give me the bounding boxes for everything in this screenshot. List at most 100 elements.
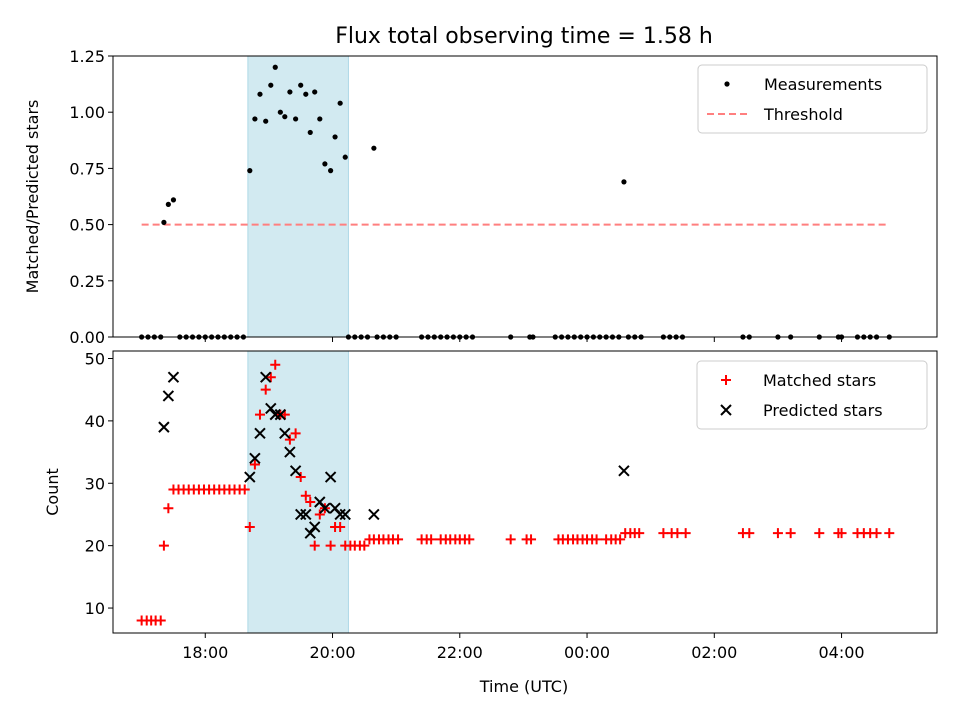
data-point (170, 197, 177, 203)
y-axis-label: Count (43, 468, 62, 516)
data-point (307, 129, 313, 136)
y-tick-label: 1.25 (69, 47, 105, 66)
data-point (265, 402, 277, 415)
data-point (265, 372, 276, 383)
data-point (305, 496, 316, 507)
data-point (158, 540, 169, 551)
data-point (295, 472, 306, 483)
legend-label: Matched stars (763, 371, 876, 390)
data-point (836, 528, 847, 539)
series-measurements (139, 64, 892, 340)
data-point (334, 508, 346, 521)
data-point (294, 508, 307, 521)
y-tick-label: 0.75 (69, 159, 105, 178)
x-tick-label: 04:00 (819, 643, 865, 662)
data-point (680, 528, 691, 539)
data-point (308, 521, 321, 533)
series-predicted-stars (158, 371, 630, 539)
data-point (260, 384, 271, 395)
data-point (167, 371, 180, 383)
data-point (293, 116, 299, 122)
data-point (337, 100, 343, 106)
y-tick-label: 10 (85, 599, 105, 618)
series-matched-stars (136, 359, 895, 626)
count-panel: 10 20 30 40 50 18:00 20:00 22:00 00:00 02:00 04:00… (43, 349, 938, 662)
data-point (785, 528, 796, 539)
data-point (871, 528, 882, 539)
data-point (252, 116, 258, 122)
legend-box (696, 360, 928, 430)
x-tick-label: 20:00 (309, 643, 355, 662)
data-point (161, 219, 167, 225)
data-point (290, 428, 301, 439)
data-point (263, 118, 269, 124)
x-tick-label: 18:00 (182, 643, 228, 662)
legend-label: Threshold (763, 105, 843, 124)
data-point (312, 89, 318, 95)
data-point (319, 502, 331, 514)
data-point (244, 471, 256, 483)
data-point (277, 109, 283, 115)
data-point (324, 471, 337, 483)
data-point (269, 408, 281, 421)
ratio-panel: 0.00 0.25 0.50 0.75 1.00 1.25 Matched/Predicte… (23, 47, 938, 347)
data-point (342, 154, 348, 160)
y-tick-label: 20 (85, 537, 105, 556)
data-point (339, 508, 351, 521)
data-point (268, 82, 274, 88)
legend-marker (724, 81, 730, 87)
data-point (325, 540, 336, 551)
legend-box (697, 64, 928, 134)
data-point (162, 390, 175, 402)
observing-span (247, 55, 349, 338)
data-point (274, 408, 287, 421)
data-point (257, 91, 263, 97)
y-tick-label: 1.00 (69, 103, 105, 122)
data-point (304, 527, 316, 539)
data-point (270, 359, 281, 370)
data-point (282, 114, 288, 120)
data-point (884, 528, 895, 539)
data-point (322, 161, 328, 167)
data-point (272, 64, 278, 70)
data-point (303, 91, 309, 97)
legend-label: Predicted stars (763, 401, 883, 420)
data-point (165, 201, 171, 207)
data-point (621, 179, 627, 185)
x-tick-label: 22:00 (437, 643, 483, 662)
legend: Matched stars Predicted stars (696, 360, 928, 430)
data-point (287, 89, 293, 95)
y-tick-label: 0.00 (69, 328, 105, 347)
data-point (158, 421, 170, 433)
data-point (772, 528, 783, 539)
data-point (309, 540, 320, 551)
data-point (359, 540, 370, 551)
legend-label: Measurements (764, 75, 882, 94)
data-point (314, 509, 325, 520)
data-point (300, 490, 311, 501)
data-point (464, 534, 475, 545)
data-point (163, 503, 174, 514)
data-point (279, 427, 291, 440)
legend: Measurements Threshold (697, 64, 928, 134)
data-point (591, 534, 602, 545)
y-tick-label: 30 (85, 474, 105, 493)
data-point (254, 427, 266, 440)
y-axis-label: Matched/Predicted stars (23, 100, 42, 294)
data-point (368, 508, 380, 521)
data-point (634, 528, 645, 539)
x-tick-label: 00:00 (564, 643, 610, 662)
data-point (284, 434, 295, 445)
data-point (155, 615, 166, 626)
data-point (393, 534, 404, 545)
plot-frame (112, 350, 938, 634)
legend-marker (721, 375, 731, 385)
observing-span (247, 350, 349, 634)
data-point (505, 534, 516, 545)
data-point (247, 168, 253, 174)
y-tick-label: 0.50 (69, 216, 105, 235)
data-point (335, 521, 346, 532)
data-point (332, 134, 338, 140)
x-axis-label: Time (UTC) (479, 677, 568, 696)
